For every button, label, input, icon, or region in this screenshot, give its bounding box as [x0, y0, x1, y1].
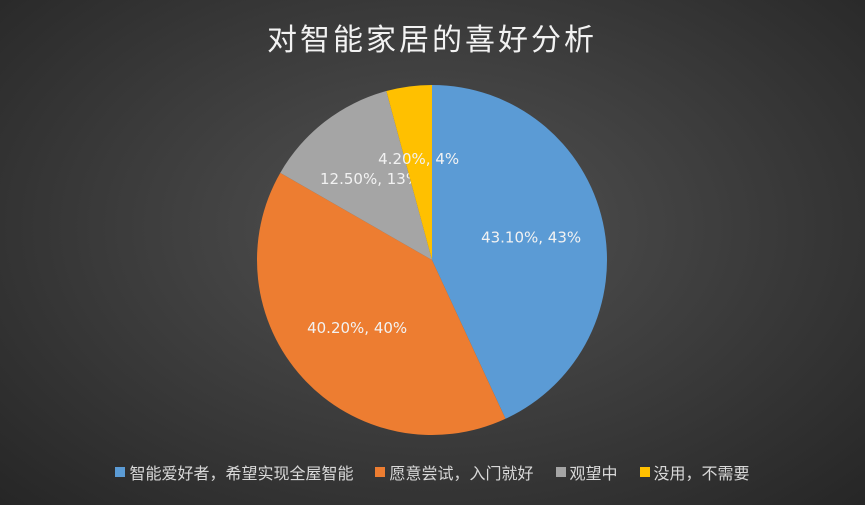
pie-slice	[257, 172, 506, 435]
legend: 智能爱好者，希望实现全屋智能 愿意尝试，入门就好 观望中 没用，不需要	[0, 460, 865, 484]
legend-item: 没用，不需要	[639, 460, 750, 484]
legend-swatch	[115, 467, 126, 477]
pie-slice	[432, 85, 607, 419]
legend-swatch	[555, 467, 566, 477]
data-label: 4.20%, 4%	[378, 150, 459, 168]
data-label: 40.20%, 40%	[307, 319, 407, 337]
data-label: 12.50%, 13%	[320, 170, 420, 188]
legend-label: 愿意尝试，入门就好	[389, 464, 534, 483]
legend-label: 智能爱好者，希望实现全屋智能	[129, 464, 354, 483]
legend-label: 没用，不需要	[653, 464, 750, 483]
data-label: 43.10%, 43%	[481, 229, 581, 247]
legend-item: 愿意尝试，入门就好	[375, 460, 534, 484]
legend-item: 观望中	[555, 460, 618, 484]
chart-title: 对智能家居的喜好分析	[267, 23, 597, 58]
pie-slice	[280, 91, 432, 260]
legend-label: 观望中	[569, 464, 618, 483]
legend-item: 智能爱好者，希望实现全屋智能	[115, 460, 353, 484]
pie-slice	[386, 85, 432, 260]
legend-swatch	[639, 467, 650, 477]
legend-swatch	[375, 467, 386, 477]
